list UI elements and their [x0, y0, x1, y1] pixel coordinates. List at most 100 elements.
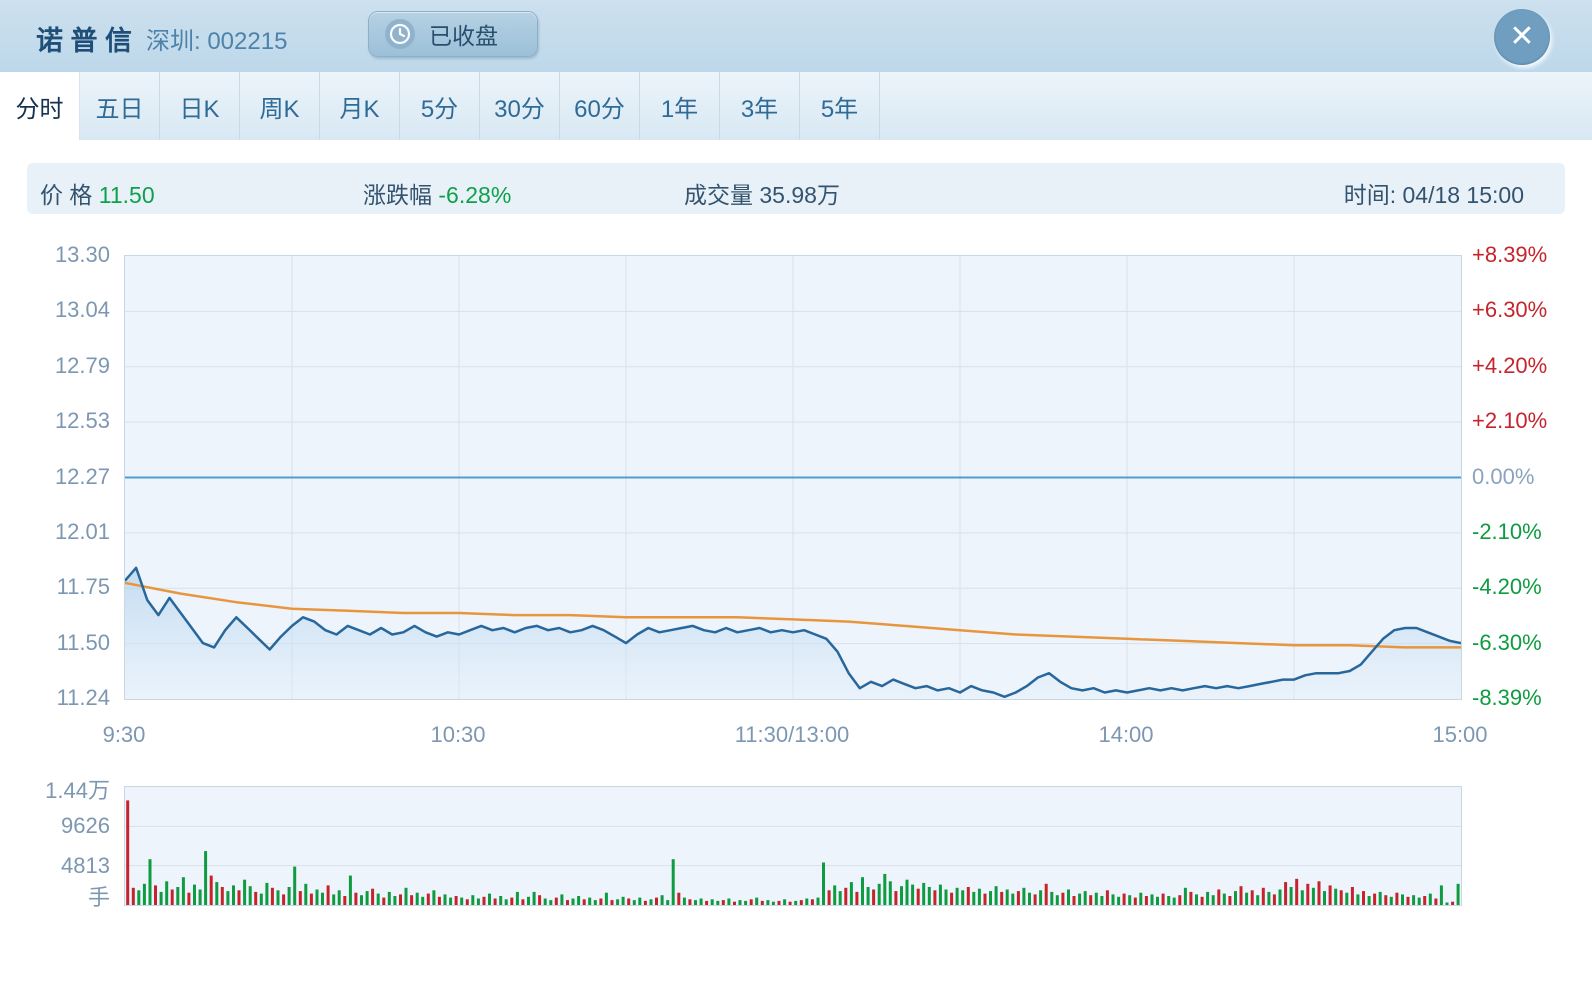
volume-bar [1406, 896, 1410, 905]
volume-bar [198, 889, 202, 905]
volume-bar [1183, 887, 1187, 905]
tab-daily-k[interactable]: 日K [160, 72, 240, 140]
price-value: 11.50 [98, 182, 155, 208]
volume-bar [1428, 893, 1432, 905]
volume-bar [365, 891, 369, 905]
volume-bar [1039, 890, 1043, 905]
tab-5min[interactable]: 5分 [400, 72, 480, 140]
volume-bar [677, 892, 681, 905]
volume-bar [1356, 894, 1360, 905]
volume-bar [1133, 897, 1137, 905]
tab-weekly-k[interactable]: 周K [240, 72, 320, 140]
volume-bar [927, 887, 931, 905]
volume-bar [861, 877, 864, 905]
volume-bar [382, 897, 386, 905]
volume-bar [577, 896, 581, 905]
volume-bar [1267, 891, 1271, 905]
price-chart[interactable] [124, 255, 1462, 700]
volume-bar [371, 888, 375, 905]
volume-bar [1200, 896, 1204, 905]
volume-bar [393, 896, 397, 905]
volume-bar [527, 896, 530, 905]
volume-bar [488, 893, 491, 905]
volume-bar [142, 883, 146, 905]
y-axis-price-label: 11.75 [56, 574, 110, 600]
volume-bar [504, 899, 508, 905]
close-button[interactable]: ✕ [1494, 9, 1550, 65]
volume-bar [1323, 891, 1326, 905]
price-label: 价 格 [40, 182, 93, 208]
volume-bar [721, 900, 725, 905]
volume-bar [588, 897, 592, 905]
volume-bar [777, 900, 781, 905]
tab-5year[interactable]: 5年 [800, 72, 880, 140]
volume-bar [632, 900, 636, 905]
volume-bar [1401, 894, 1404, 905]
volume-bar [827, 890, 831, 905]
tab-monthly-k[interactable]: 月K [320, 72, 400, 140]
y-axis-percent-label: -2.10% [1472, 518, 1542, 544]
tab-1year[interactable]: 1年 [640, 72, 720, 140]
volume-bar [833, 885, 837, 905]
volume-bar [432, 890, 436, 905]
volume-bar [1078, 893, 1082, 905]
volume-bar [1412, 895, 1416, 905]
volume-bar [443, 894, 447, 905]
volume-value: 35.98万 [759, 182, 840, 208]
volume-bar [838, 891, 842, 905]
volume-bar [1239, 886, 1243, 905]
volume-bar [621, 896, 625, 905]
volume-bar [655, 897, 658, 905]
volume-chart[interactable] [124, 786, 1462, 906]
volume-bar [922, 882, 926, 905]
volume-bar [1011, 893, 1015, 905]
volume-bar [399, 894, 402, 905]
volume-bar [348, 875, 352, 905]
volume-bar [521, 899, 525, 905]
volume-bar [1211, 895, 1215, 905]
volume-bar [616, 899, 620, 905]
volume-bar [1111, 894, 1115, 905]
volume-bar [126, 800, 130, 905]
volume-bar [1028, 892, 1031, 905]
volume-bar [1334, 888, 1338, 905]
tab-60min[interactable]: 60分 [560, 72, 640, 140]
volume-bar [515, 891, 519, 905]
volume-bar [1222, 893, 1226, 905]
volume-bar [938, 884, 942, 905]
tab-3year[interactable]: 3年 [720, 72, 800, 140]
volume-bar [1451, 901, 1455, 905]
volume-bar [604, 892, 608, 905]
volume-bar [376, 893, 380, 905]
volume-bar [259, 893, 263, 905]
title-bar: 诺 普 信 深圳: 002215 已收盘 ✕ [0, 0, 1592, 72]
tab-5day[interactable]: 五日 [80, 72, 160, 140]
y-axis-price-label: 12.79 [54, 352, 110, 378]
volume-bar [471, 895, 475, 905]
volume-bar [705, 900, 709, 905]
volume-bar [877, 883, 881, 905]
volume-bar [816, 897, 820, 905]
volume-bar [599, 898, 603, 905]
y-axis-price-label: 12.01 [54, 518, 110, 544]
volume-bar [499, 896, 503, 905]
volume-bar [410, 895, 414, 905]
volume-bar [805, 898, 809, 905]
volume-bar [159, 891, 163, 905]
volume-bar [176, 887, 180, 905]
y-axis-percent-label: -4.20% [1472, 574, 1542, 600]
volume-bar [1284, 882, 1288, 905]
volume-bar [794, 900, 798, 905]
volume-bar [1195, 894, 1198, 905]
volume-bar [1217, 889, 1221, 905]
tab-30min[interactable]: 30分 [480, 72, 560, 140]
volume-bar [716, 900, 720, 905]
volume-bar [727, 898, 731, 905]
volume-bar [744, 900, 748, 905]
volume-bar [1300, 890, 1304, 905]
tab-intraday[interactable]: 分时 [0, 72, 80, 140]
volume-bar [710, 899, 714, 905]
volume-bar [610, 900, 614, 905]
volume-bar [1261, 887, 1265, 905]
volume-bar [566, 900, 569, 905]
